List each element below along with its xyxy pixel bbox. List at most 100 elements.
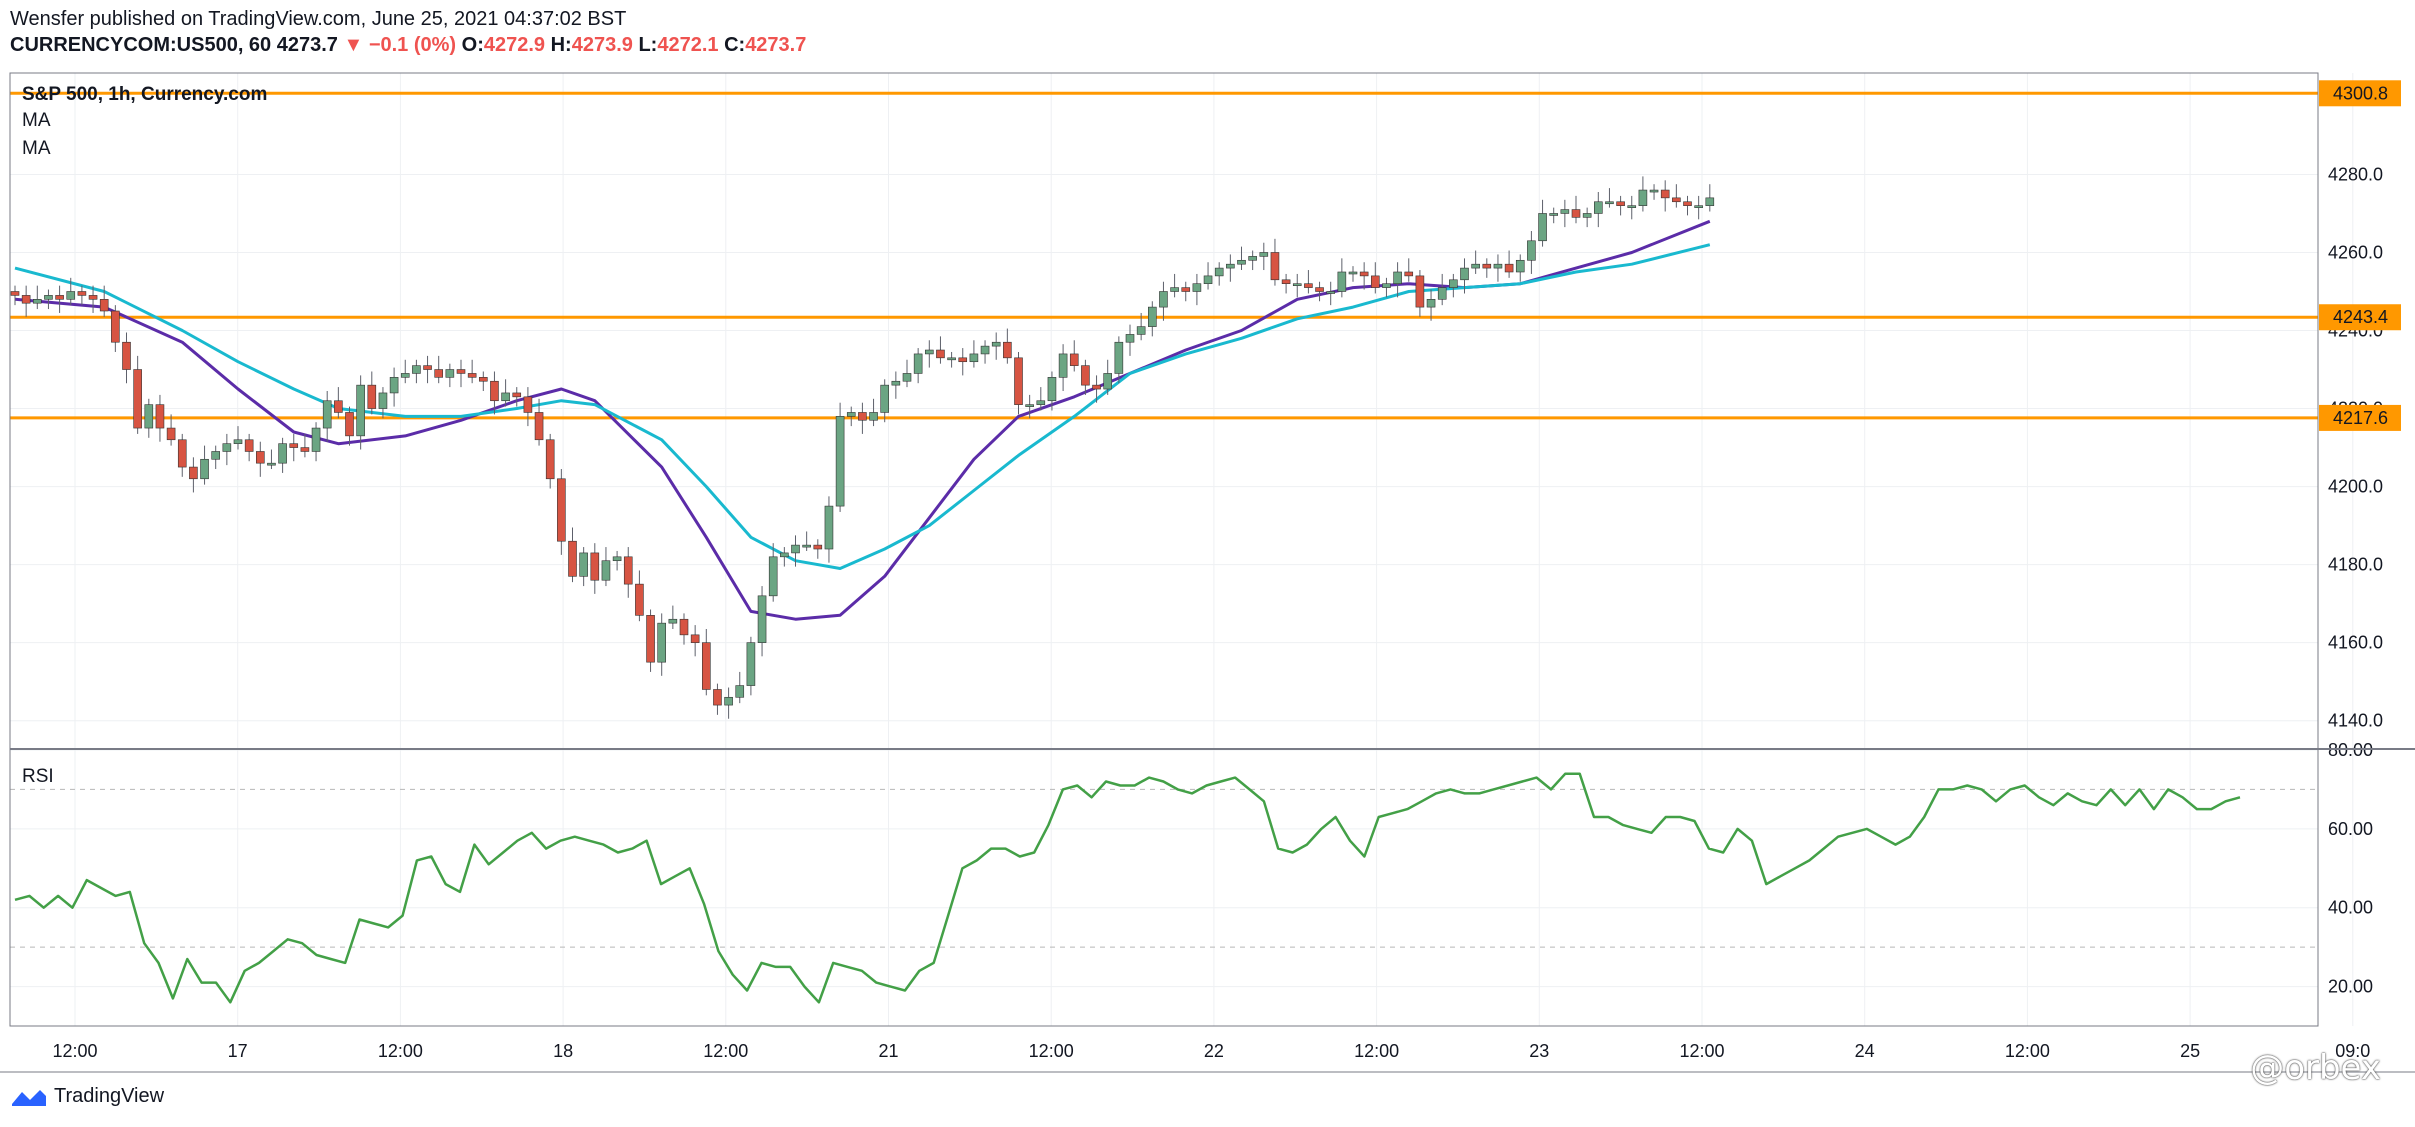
candle-body bbox=[66, 291, 76, 300]
candle-body bbox=[690, 634, 700, 643]
candle-body bbox=[1371, 275, 1380, 288]
candle-body bbox=[1616, 201, 1625, 206]
rsi-line bbox=[14, 772, 2241, 1004]
candle-body bbox=[1571, 209, 1581, 218]
candle-body bbox=[1047, 377, 1057, 402]
candle-body bbox=[44, 295, 53, 300]
level-badge bbox=[2319, 304, 2401, 331]
candle-body bbox=[267, 462, 276, 466]
tradingview-icon bbox=[12, 1089, 46, 1106]
candle-body bbox=[200, 458, 209, 480]
ma-legend-2: MA bbox=[22, 138, 51, 159]
candle-body bbox=[713, 689, 722, 706]
candle-body bbox=[1326, 291, 1335, 294]
candle-body bbox=[211, 451, 220, 460]
candle-body bbox=[122, 341, 131, 370]
candle-body bbox=[88, 295, 98, 300]
chart-canvas[interactable]: 12:00 17 12:00 18 12:00 21 12:00 22 12:00 23 12:00… bbox=[0, 0, 2415, 1080]
x-tick-label: 18 bbox=[553, 1041, 573, 1061]
x-tick-label: 12:00 bbox=[52, 1041, 97, 1061]
candle-body bbox=[701, 642, 711, 690]
y-tick-label: 4180.0 bbox=[2328, 555, 2383, 575]
candle-body bbox=[77, 291, 87, 296]
candle-body bbox=[1482, 263, 1492, 269]
candle-body bbox=[802, 544, 811, 548]
candle-body bbox=[467, 373, 477, 378]
x-tick-label: 12:00 bbox=[378, 1041, 423, 1061]
candle-body bbox=[523, 396, 533, 413]
candle-body bbox=[858, 412, 867, 421]
candle-body bbox=[1683, 201, 1692, 206]
publisher-line: Wensfer published on TradingView.com, Ju… bbox=[10, 8, 627, 30]
candle-body bbox=[1270, 252, 1280, 281]
candle-body bbox=[1527, 240, 1536, 261]
low-value: 4272.1 bbox=[657, 34, 719, 56]
candle-body bbox=[1638, 189, 1648, 206]
candle-body bbox=[1348, 271, 1358, 275]
candle-body bbox=[969, 353, 979, 363]
candle-body bbox=[813, 544, 823, 550]
candle-body bbox=[289, 443, 299, 448]
y-tick-label: 4280.0 bbox=[2328, 164, 2383, 184]
candle-body bbox=[1515, 259, 1525, 273]
candle-body bbox=[334, 400, 343, 413]
candle-body bbox=[322, 400, 332, 429]
y-tick-label: 4160.0 bbox=[2328, 633, 2383, 653]
horizontal-levels bbox=[10, 91, 2318, 420]
candle-body bbox=[623, 556, 633, 585]
rsi-tick-label: 20.00 bbox=[2328, 977, 2373, 997]
candle-body bbox=[1426, 299, 1436, 308]
candle-body bbox=[222, 443, 232, 452]
candle-body bbox=[490, 380, 499, 402]
candle-body bbox=[835, 416, 845, 507]
candle-body bbox=[177, 439, 187, 468]
candle-body bbox=[735, 685, 745, 698]
candle-body bbox=[891, 380, 901, 386]
candle-body bbox=[824, 505, 834, 550]
candle-body bbox=[1226, 263, 1235, 269]
rsi-legend: RSI bbox=[22, 766, 54, 787]
candle-body bbox=[144, 404, 154, 429]
candle-body bbox=[1404, 271, 1414, 277]
candle-body bbox=[434, 369, 444, 378]
candle-body bbox=[244, 439, 254, 452]
level-badge bbox=[2319, 404, 2401, 431]
candle-body bbox=[367, 384, 377, 409]
candle-body bbox=[1705, 197, 1715, 206]
x-tick-label: 23 bbox=[1529, 1041, 1549, 1061]
candle-body bbox=[1292, 283, 1302, 286]
symbol-line: CURRENCYCOM:US500, 60 4273.7 ▼ −0.1 (0%)… bbox=[10, 32, 806, 58]
level-badge bbox=[2319, 80, 2401, 107]
candle-body bbox=[679, 618, 689, 636]
candle-body bbox=[1359, 271, 1369, 277]
candle-body bbox=[155, 404, 165, 429]
candle-body bbox=[32, 299, 42, 304]
x-tick-label: 24 bbox=[1855, 1041, 1875, 1061]
price-change: ▼ −0.1 (0%) bbox=[343, 34, 457, 56]
candle-body bbox=[478, 377, 488, 382]
candle-body bbox=[189, 466, 198, 480]
candle-body bbox=[579, 552, 588, 577]
candle-body bbox=[111, 310, 120, 343]
close-value: 4273.7 bbox=[745, 34, 807, 56]
level-badge-label: 4217.6 bbox=[2333, 408, 2388, 428]
tradingview-logo[interactable]: TradingView bbox=[10, 1085, 164, 1108]
candle-body bbox=[991, 341, 1001, 347]
candle-body bbox=[557, 478, 566, 542]
candle-body bbox=[1672, 197, 1681, 203]
candle-body bbox=[635, 583, 644, 616]
candle-body bbox=[947, 357, 956, 361]
x-tick-label: 09:0 bbox=[2335, 1041, 2370, 1061]
rsi-tick-label: 60.00 bbox=[2328, 819, 2373, 839]
orbex-watermark: @orbex bbox=[2250, 1048, 2381, 1088]
candle-body bbox=[1069, 353, 1079, 366]
candle-body bbox=[1237, 259, 1246, 265]
candle-body bbox=[1025, 404, 1034, 407]
candle-body bbox=[233, 439, 243, 444]
candle-body bbox=[1460, 267, 1469, 281]
candle-body bbox=[389, 377, 399, 394]
candle-body bbox=[768, 556, 778, 597]
candle-body bbox=[456, 369, 466, 374]
candle-body bbox=[657, 622, 667, 663]
candle-body bbox=[99, 299, 109, 312]
